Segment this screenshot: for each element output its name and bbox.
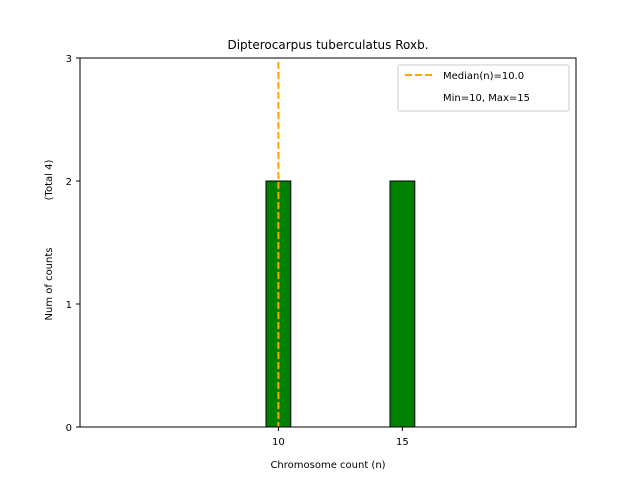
y-tick-label-0: 0	[66, 423, 72, 434]
legend-entry-median: Median(n)=10.0	[443, 71, 524, 82]
y-tick-label-1: 1	[66, 300, 72, 311]
y-axis-label: Num of counts	[44, 248, 55, 321]
y-tick-label-2: 2	[66, 177, 72, 188]
x-axis-label: Chromosome count (n)	[270, 460, 385, 471]
plot-frame	[79, 57, 577, 428]
x-tick-label-10: 10	[272, 437, 285, 448]
legend: Median(n)=10.0 Min=10, Max=15	[397, 64, 570, 112]
chart-title: Dipterocarpus tuberculatus Roxb.	[227, 38, 428, 52]
x-tick-label-15: 15	[396, 437, 409, 448]
y-axis-total-label: (Total 4)	[44, 160, 55, 201]
y-tick-label-3: 3	[66, 54, 72, 65]
legend-box	[397, 64, 570, 112]
bar-15	[389, 180, 416, 428]
legend-entry-min-max: Min=10, Max=15	[443, 93, 530, 104]
